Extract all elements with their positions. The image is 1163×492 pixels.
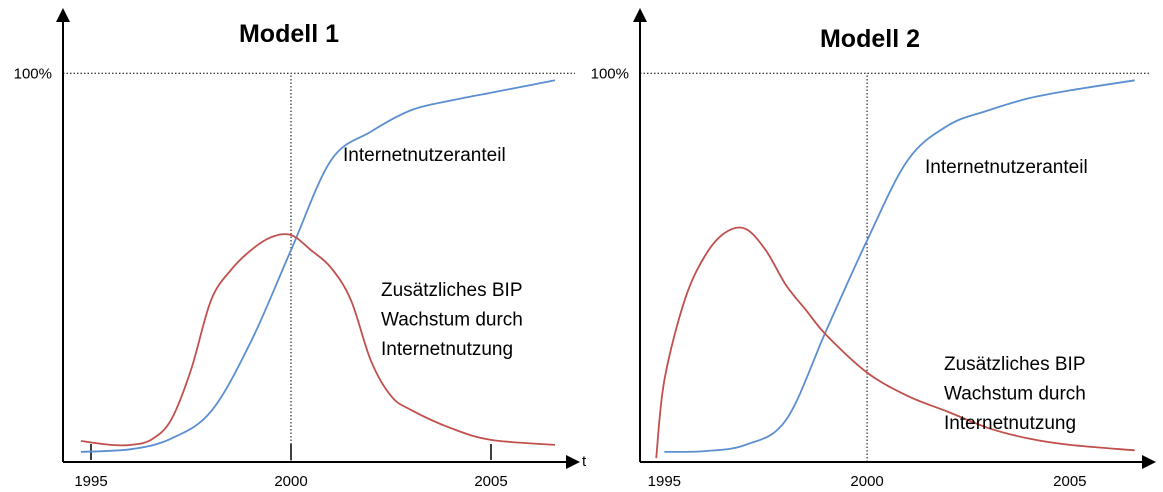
annotation: Internetnutzung [944,413,1076,434]
annotation: Zusätzliches BIP [944,354,1086,375]
line-series [80,233,556,447]
annotation: Wachstum durch [381,310,523,331]
x-tick-label: 1995 [74,473,107,490]
annotation: Internetnutzeranteil [925,157,1088,178]
x-tick-label: 1995 [648,473,681,490]
annotation: Internetnutzeranteil [343,145,506,166]
annotation: Zusätzliches BIP [381,280,523,301]
line-series [664,79,1135,453]
x-tick-label: 2005 [1053,473,1086,490]
annotation: Internetnutzung [381,339,513,360]
chart-title: Modell 1 [239,20,339,48]
x-axis-label: t [582,453,587,470]
x-tick-label: 2005 [474,473,507,490]
x-tick-label: 2000 [274,473,307,490]
x-tick-label: 2000 [850,473,883,490]
line-series [655,226,1135,459]
y-tick-label: 100% [14,65,52,82]
chart-title: Modell 2 [820,25,920,53]
y-tick-label: 100% [591,65,629,82]
line-series [80,79,556,453]
annotation: Wachstum durch [944,384,1086,405]
